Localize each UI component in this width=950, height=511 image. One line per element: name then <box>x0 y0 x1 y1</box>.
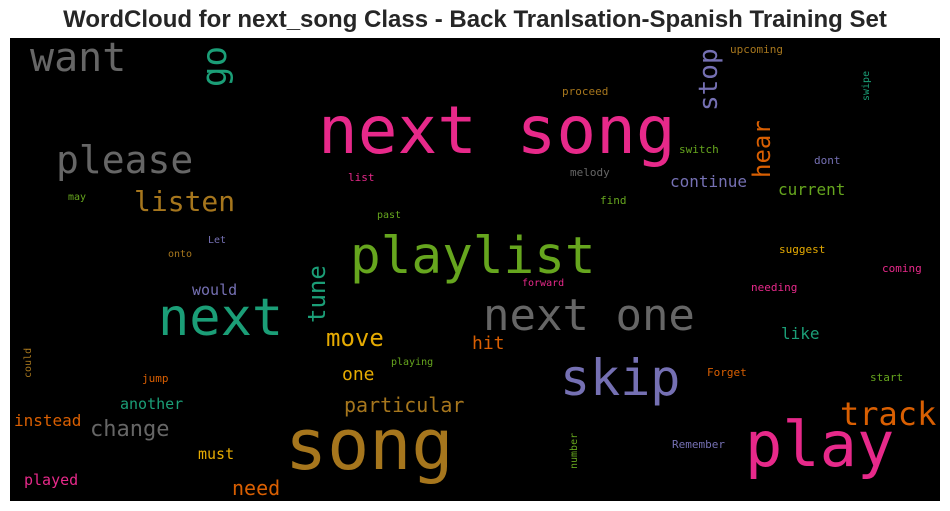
word-current: current <box>778 180 846 199</box>
word-start: start <box>870 371 904 384</box>
word-hit: hit <box>472 333 505 354</box>
word-forget: Forget <box>707 366 747 379</box>
word-change: change <box>90 417 170 442</box>
word-listen: listen <box>134 185 236 218</box>
word-find: find <box>600 194 627 207</box>
word-playlist: playlist <box>350 227 596 286</box>
word-continue: continue <box>670 172 748 191</box>
word-particular: particular <box>344 393 465 417</box>
word-list: list <box>348 171 375 184</box>
word-song: song <box>285 404 454 486</box>
word-would: would <box>192 281 238 299</box>
word-another: another <box>120 395 184 413</box>
word-tune: tune <box>303 264 331 323</box>
word-skip: skip <box>560 349 681 407</box>
word-stop: stop <box>694 47 724 111</box>
word-could: could <box>23 347 34 379</box>
word-next: next <box>158 288 284 348</box>
word-may: may <box>68 192 87 203</box>
word-melody: melody <box>570 166 610 179</box>
word-hear: hear <box>748 119 776 178</box>
word-want: want <box>30 38 127 81</box>
word-like: like <box>781 324 820 343</box>
word-please: please <box>56 138 194 182</box>
chart-title: WordCloud for next_song Class - Back Tra… <box>63 6 887 33</box>
word-go: go <box>195 45 235 87</box>
word-must: must <box>198 445 235 463</box>
word-next-song: next song <box>318 92 676 169</box>
word-need: need <box>232 476 281 500</box>
word-playing: playing <box>391 357 434 368</box>
word-played: played <box>24 471 79 489</box>
word-needing: needing <box>751 281 798 294</box>
word-remember: Remember <box>672 438 725 451</box>
word-play: play <box>745 408 895 481</box>
word-let: Let <box>208 235 227 246</box>
wordcloud-canvas: next song song playlist play next next one ski… <box>10 38 940 501</box>
word-dont: dont <box>814 154 841 167</box>
word-coming: coming <box>882 262 922 275</box>
word-suggest: suggest <box>779 243 826 256</box>
word-track: track <box>840 395 937 433</box>
word-proceed: proceed <box>562 85 609 98</box>
word-switch: switch <box>679 143 719 156</box>
word-onto: onto <box>168 249 193 260</box>
word-upcoming: upcoming <box>730 43 783 56</box>
word-number: number <box>569 432 580 470</box>
word-one: one <box>342 364 375 385</box>
word-past: past <box>377 210 402 221</box>
word-swipe: swipe <box>861 70 872 102</box>
word-instead: instead <box>14 411 82 430</box>
word-forward: forward <box>522 278 565 289</box>
word-move: move <box>326 324 384 352</box>
word-next-one: next one <box>483 290 695 341</box>
word-jump: jump <box>142 372 169 385</box>
